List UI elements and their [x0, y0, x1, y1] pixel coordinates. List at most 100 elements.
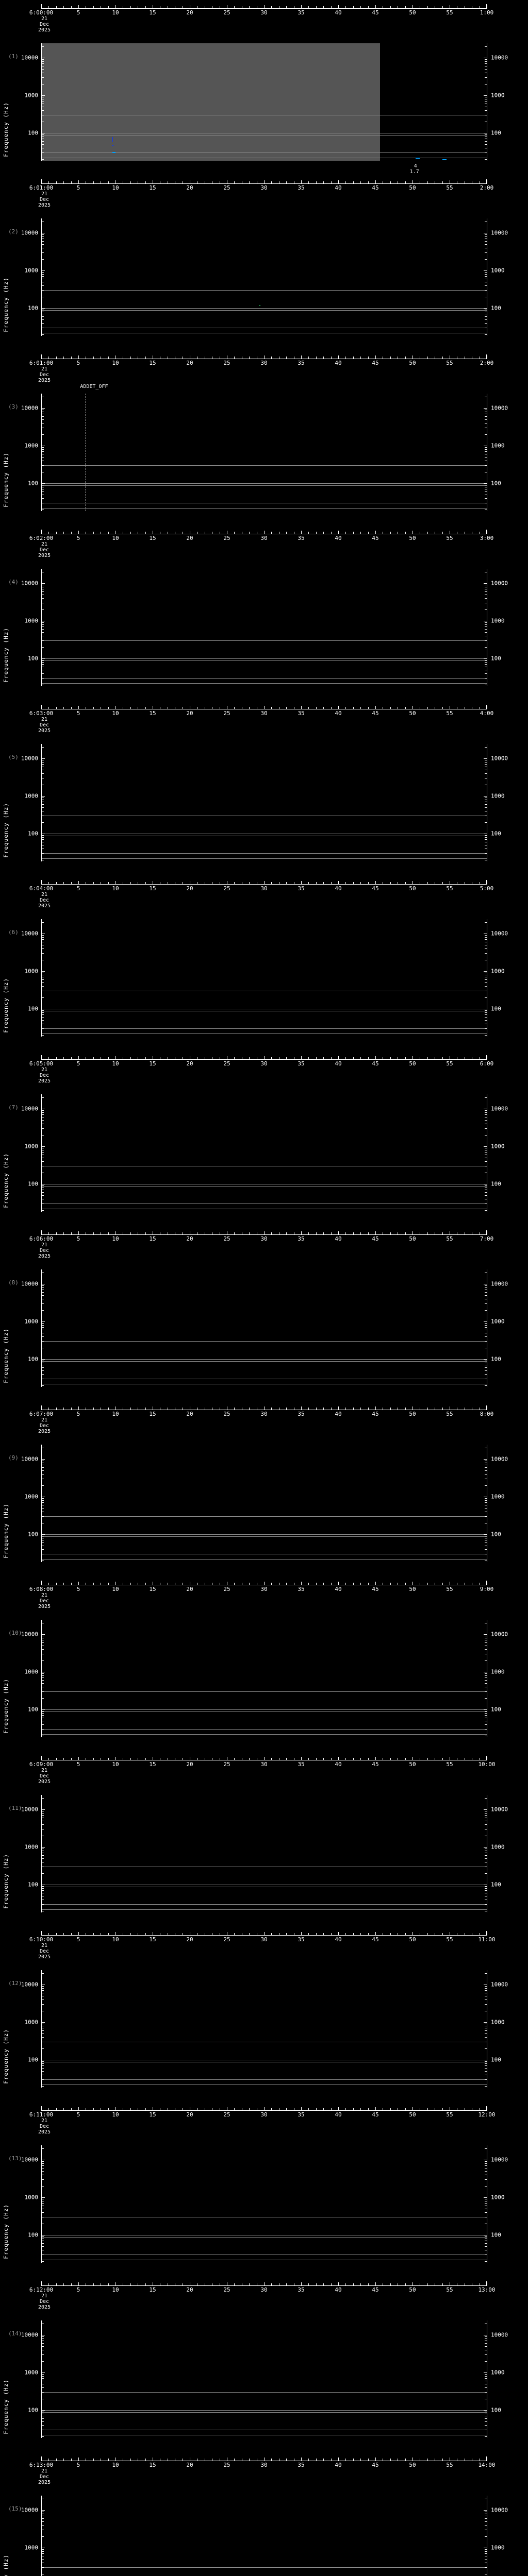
y-minor-tick	[485, 2243, 487, 2244]
x-tick	[93, 181, 94, 184]
x-axis-end-cap-left	[41, 4, 42, 9]
x-tick	[375, 706, 376, 709]
gridline	[41, 858, 487, 859]
y-minor-tick	[42, 1675, 44, 1676]
x-tick	[345, 707, 346, 709]
y-axis-tick-label: 10000	[21, 1806, 38, 1813]
x-tick-label: 10	[112, 2286, 119, 2293]
y-minor-tick	[485, 2418, 487, 2419]
x-tick	[71, 6, 72, 9]
gridline	[41, 2084, 487, 2085]
y-minor-tick	[42, 948, 44, 949]
gridline	[41, 1033, 487, 1034]
y-major-tick	[42, 1809, 45, 1810]
x-tick	[145, 882, 146, 885]
x-tick	[427, 357, 428, 359]
x-tick	[301, 706, 302, 709]
x-tick	[286, 2459, 287, 2461]
y-minor-tick	[485, 629, 487, 630]
y-minor-tick	[485, 1680, 487, 1681]
panel-1: 6:00:00 21 Dec 2025 5 10 15 20 25 30 35 40 45 50 55 1:0…	[0, 0, 528, 175]
x-tick-label: 50	[409, 1586, 416, 1592]
y-major-tick	[42, 2022, 45, 2023]
y-major-tick	[484, 408, 487, 409]
x-tick-label: 45	[372, 1936, 379, 1943]
x-tick	[368, 181, 369, 184]
x-tick	[264, 1231, 265, 1235]
x-tick-label: 40	[335, 2286, 342, 2293]
y-minor-tick	[485, 1798, 487, 1799]
x-tick	[264, 355, 265, 359]
y-major-tick	[42, 1709, 45, 1710]
x-tick	[249, 1232, 250, 1235]
x-tick	[286, 1057, 287, 1060]
y-minor-tick	[42, 629, 44, 630]
x-tick	[353, 1232, 354, 1235]
x-tick-label: 30	[260, 1586, 268, 1592]
x-tick	[56, 1933, 57, 1936]
y-minor-tick	[485, 1035, 487, 1036]
x-tick	[323, 532, 324, 534]
x-tick-label: 35	[298, 885, 305, 892]
x-tick	[249, 6, 250, 9]
x-axis-start-label: 6:01:00	[29, 184, 54, 191]
x-tick	[145, 1583, 146, 1585]
x-tick	[93, 882, 94, 885]
y-minor-tick	[485, 1673, 487, 1674]
x-tick-label: 45	[372, 9, 379, 16]
y-axis-tick-label: 100	[491, 2231, 501, 2239]
y-minor-tick	[485, 1873, 487, 1874]
x-tick	[78, 180, 79, 184]
y-axis-title: Frequency (Hz)	[3, 1854, 9, 1909]
x-tick-label: 5	[76, 360, 80, 366]
y-minor-tick	[42, 1310, 44, 1311]
x-tick	[63, 707, 64, 709]
y-minor-tick	[485, 1502, 487, 1503]
y-minor-tick	[485, 2246, 487, 2247]
x-tick	[264, 1582, 265, 1585]
y-minor-tick	[485, 837, 487, 838]
y-minor-tick	[485, 747, 487, 748]
y-minor-tick	[42, 1028, 44, 1029]
x-tick	[360, 6, 361, 9]
y-minor-tick	[485, 609, 487, 610]
x-tick	[71, 2459, 72, 2461]
x-tick	[271, 707, 272, 709]
x-tick	[338, 531, 339, 534]
panel-number: (15)	[8, 2505, 22, 2512]
x-tick	[338, 1582, 339, 1585]
gridline	[41, 310, 487, 311]
y-minor-tick	[485, 2338, 487, 2339]
y-axis-tick-label: 10000	[21, 2331, 38, 2338]
x-tick	[308, 707, 309, 709]
x-tick	[323, 882, 324, 885]
x-tick	[405, 1933, 406, 1936]
x-tick	[353, 357, 354, 359]
x-tick	[345, 2108, 346, 2111]
y-minor-tick	[485, 419, 487, 420]
gridline	[41, 1534, 487, 1535]
x-tick-label: 25	[223, 1060, 230, 1067]
x-axis-end-label: 11:00	[478, 1936, 496, 1943]
x-tick	[412, 5, 413, 9]
y-axis-tick-label: 100	[491, 1706, 501, 1713]
x-tick	[78, 1757, 79, 1760]
x-tick-label: 5	[76, 1411, 80, 1417]
x-axis-start-label: 6:00:00	[29, 9, 54, 16]
y-minor-tick	[485, 2061, 487, 2062]
y-minor-tick	[485, 1295, 487, 1296]
y-minor-tick	[42, 1798, 44, 1799]
x-axis-start-label: 6:07:00	[29, 1411, 54, 1417]
x-tick	[368, 6, 369, 9]
x-tick	[353, 1758, 354, 1760]
x-tick	[412, 706, 413, 709]
x-tick	[345, 181, 346, 184]
x-tick	[286, 1933, 287, 1936]
x-tick	[93, 2283, 94, 2286]
x-tick	[368, 2283, 369, 2286]
x-tick	[427, 1408, 428, 1410]
x-tick	[271, 357, 272, 359]
y-axis-left-spine	[41, 569, 42, 686]
y-minor-tick	[485, 1325, 487, 1326]
y-major-tick	[484, 1846, 487, 1848]
